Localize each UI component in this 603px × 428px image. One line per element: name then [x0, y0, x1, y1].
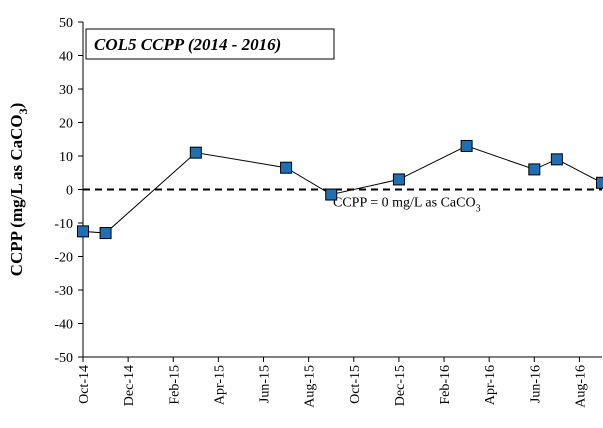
data-point — [529, 164, 540, 175]
annotation-sub: 3 — [476, 204, 481, 215]
data-point — [190, 147, 201, 158]
x-tick-label: Oct-15 — [348, 365, 363, 404]
data-point — [461, 140, 472, 151]
data-point — [281, 162, 292, 173]
y-tick-label: -30 — [54, 284, 73, 299]
y-tick-label: 10 — [59, 150, 73, 165]
x-tick-label: Aug-16 — [573, 365, 588, 408]
y-tick-label: 30 — [59, 83, 73, 98]
x-tick-label: Jun-16 — [528, 365, 543, 403]
annotation-text: CCPP = 0 mg/L as CaCO — [333, 196, 476, 211]
y-tick-label: -20 — [54, 251, 73, 266]
y-tick-label: 50 — [59, 16, 73, 31]
data-point — [393, 174, 404, 185]
x-tick-label: Feb-16 — [438, 365, 453, 405]
y-tick-label: -50 — [54, 351, 73, 366]
x-tick-label: Feb-15 — [167, 365, 182, 405]
y-tick-label: -40 — [54, 318, 73, 333]
chart-title: COL5 CCPP (2014 - 2016) — [94, 35, 281, 54]
data-point — [326, 189, 337, 200]
y-tick-label: 20 — [59, 117, 73, 132]
y-label-tail: ) — [7, 103, 26, 109]
y-tick-label: -10 — [54, 217, 73, 232]
y-label-text: CCPP (mg/L as CaCO — [7, 114, 26, 276]
annotation: CCPP = 0 mg/L as CaCO3 — [333, 196, 481, 215]
y-axis-label: CCPP (mg/L as CaCO3) — [7, 103, 30, 277]
x-tick-label: Dec-15 — [393, 365, 408, 406]
x-tick-label: Apr-15 — [212, 365, 227, 405]
x-tick-label: Oct-14 — [77, 365, 92, 404]
x-tick-label: Apr-16 — [483, 365, 498, 405]
data-point — [551, 154, 562, 165]
x-tick-label: Dec-14 — [122, 365, 137, 406]
x-tick-label: Jun-15 — [258, 365, 273, 403]
data-point — [597, 177, 603, 188]
y-tick-label: 40 — [59, 50, 73, 65]
data-point — [100, 228, 111, 239]
x-tick-label: Aug-15 — [303, 365, 318, 408]
y-tick-label: 0 — [66, 184, 73, 199]
data-point — [78, 226, 89, 237]
